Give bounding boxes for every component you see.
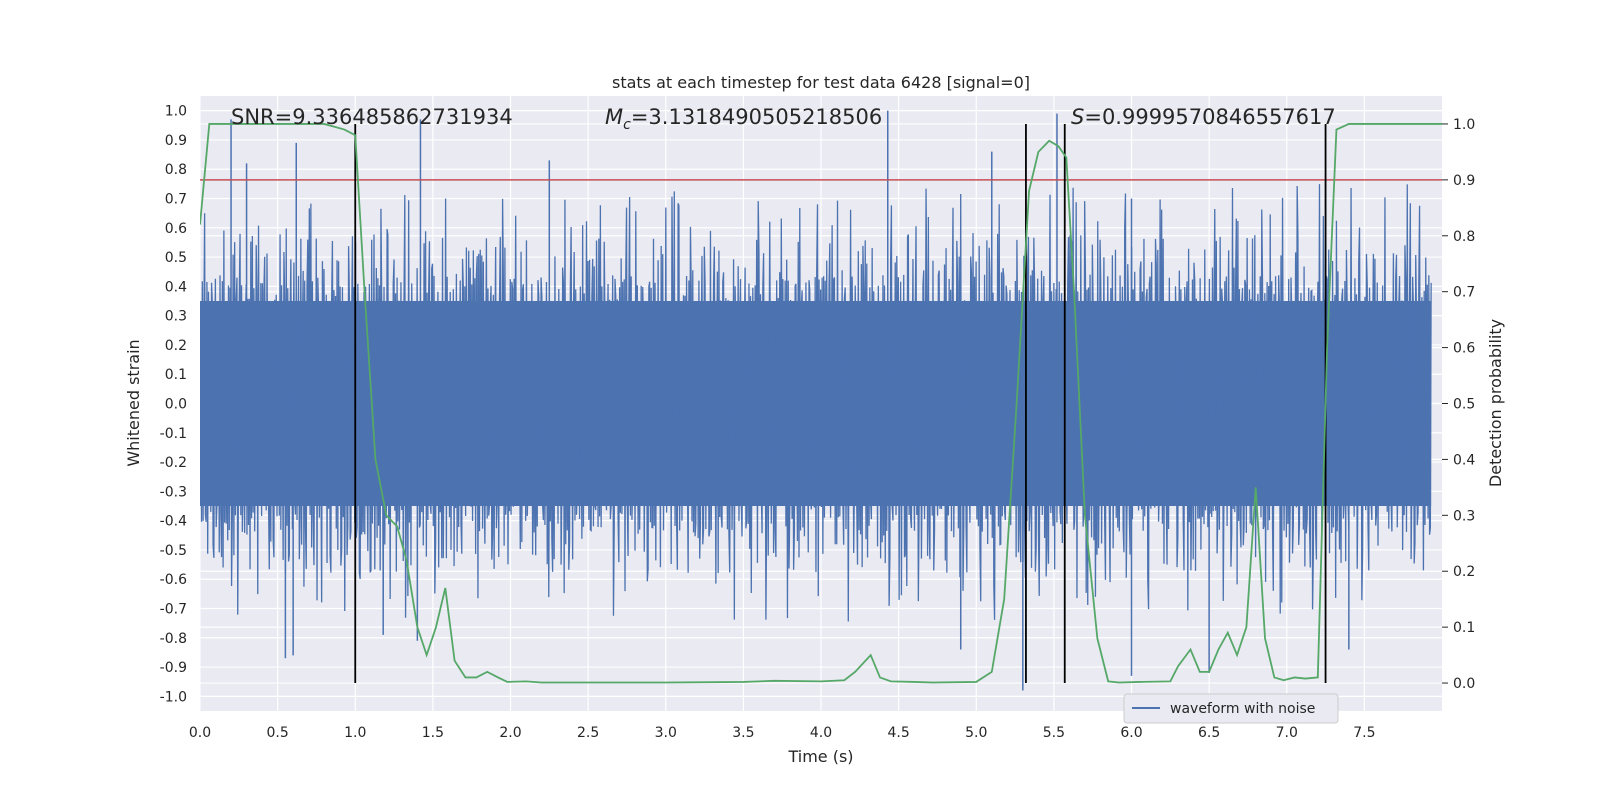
y-tick-label-left: -0.5	[160, 543, 187, 559]
y-tick-label-right: 0.8	[1453, 229, 1475, 245]
y-tick-label-right: 0.6	[1453, 341, 1475, 357]
y-tick-label-left: 0.5	[165, 250, 187, 266]
y-tick-label-left: -0.2	[160, 455, 187, 471]
y-tick-label-right: 0.7	[1453, 285, 1475, 301]
s-symbol: S	[1071, 105, 1084, 129]
x-ticks: 0.0 0.5 1.0 1.5 2.0 2.5 3.0 3.5 4.0 4.5 5.0 5.5 6.0 6…	[189, 725, 1376, 741]
waveform-line	[200, 184, 1432, 622]
y-axis-label-left: Whitened strain	[124, 339, 143, 466]
y-tick-label-right: 0.3	[1453, 508, 1475, 524]
x-tick-label: 1.0	[344, 725, 366, 741]
waveform-series	[200, 110, 1432, 691]
probability-series	[200, 123, 1442, 684]
y-tick-label-left: -0.7	[160, 602, 187, 618]
x-tick-label: 7.5	[1353, 725, 1375, 741]
x-tick-label: 6.5	[1198, 725, 1220, 741]
mc-symbol: M	[605, 105, 623, 129]
x-tick-label: 5.0	[965, 725, 987, 741]
s-value: =0.9999570846557617	[1084, 105, 1335, 129]
y-ticks-left: -1.0 -0.9 -0.8 -0.7 -0.6 -0.5 -0.4 -0.3 -0.2 -0.1…	[160, 104, 187, 706]
y-tick-label-right: 0.1	[1453, 620, 1475, 636]
y-tick-label-left: -1.0	[160, 689, 187, 705]
y-tick-label-right: 0.9	[1453, 173, 1475, 189]
y-tick-label-left: 0.3	[165, 309, 187, 325]
y-tick-label-right: 0.0	[1453, 676, 1475, 692]
x-tick-label: 5.5	[1043, 725, 1065, 741]
y-ticks-right: 0.0 0.1 0.2 0.3 0.4 0.5 0.6 0.7 0.8 0.9 1.0	[1442, 117, 1475, 692]
legend: waveform with noise	[1123, 693, 1339, 724]
y-tick-label-left: -0.1	[160, 426, 187, 442]
y-tick-label-right: 0.4	[1453, 452, 1475, 468]
x-axis-label: Time (s)	[787, 747, 853, 766]
y-tick-label-left: -0.8	[160, 631, 187, 647]
y-tick-label-left: 0.0	[165, 397, 187, 413]
probability-line	[200, 123, 1442, 684]
y-tick-label-left: 0.1	[165, 367, 187, 383]
y-tick-label-left: 0.4	[165, 279, 187, 295]
x-tick-label: 3.0	[655, 725, 677, 741]
y-tick-label-left: 0.7	[165, 192, 187, 208]
mc-value: =3.1318490505218506	[631, 105, 882, 129]
x-tick-label: 4.0	[810, 725, 832, 741]
x-tick-label: 7.0	[1276, 725, 1298, 741]
x-tick-label: 2.0	[499, 725, 521, 741]
x-tick-label: 3.5	[732, 725, 754, 741]
y-tick-label-right: 0.5	[1453, 397, 1475, 413]
legend-label: waveform with noise	[1170, 701, 1315, 717]
y-tick-label-left: 0.9	[165, 133, 187, 149]
y-tick-label-left: 0.8	[165, 162, 187, 178]
legend-box	[1123, 693, 1339, 724]
y-tick-label-left: -0.6	[160, 572, 187, 588]
chart-title: stats at each timestep for test data 642…	[612, 73, 1030, 92]
x-tick-label: 0.0	[189, 725, 211, 741]
y-tick-label-left: -0.9	[160, 660, 187, 676]
x-tick-label: 1.5	[422, 725, 444, 741]
x-tick-label: 0.5	[266, 725, 288, 741]
y-tick-label-left: 1.0	[165, 104, 187, 120]
y-tick-label-right: 1.0	[1453, 117, 1475, 133]
x-tick-label: 2.5	[577, 725, 599, 741]
y-axis-label-right: Detection probability	[1486, 319, 1505, 487]
y-tick-label-left: -0.4	[160, 514, 187, 530]
snr-annotation: SNR=9.336485862731934	[231, 105, 513, 129]
x-tick-label: 6.0	[1120, 725, 1142, 741]
y-tick-label-right: 0.2	[1453, 564, 1475, 580]
s-annotation: S=0.9999570846557617	[1071, 105, 1336, 129]
mc-subscript: c	[623, 117, 631, 133]
y-tick-label-left: 0.6	[165, 221, 187, 237]
x-tick-label: 4.5	[887, 725, 909, 741]
y-tick-label-left: 0.2	[165, 338, 187, 354]
mc-annotation: Mc=3.1318490505218506	[605, 105, 882, 133]
y-tick-label-left: -0.3	[160, 484, 187, 500]
